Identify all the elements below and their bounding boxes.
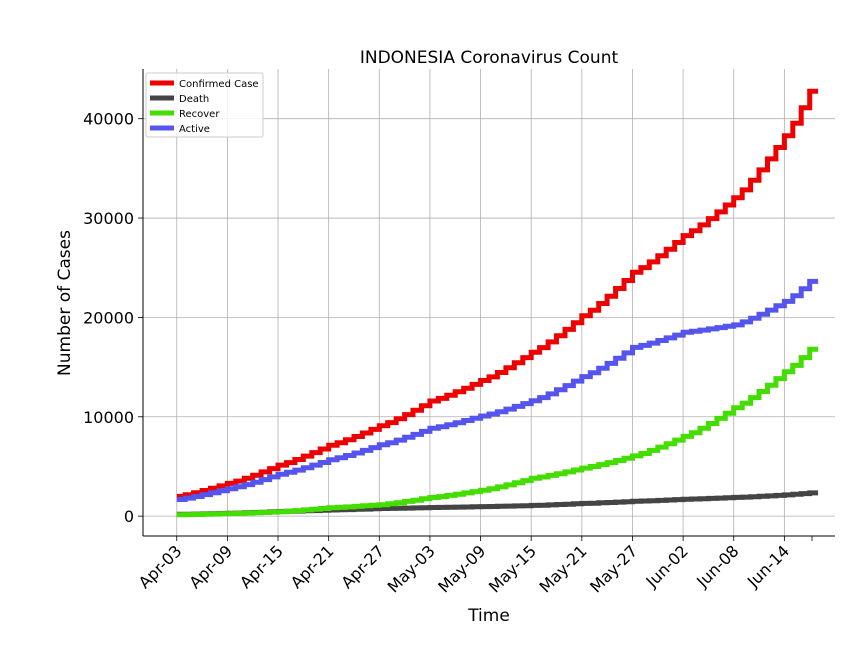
legend: Confirmed Case Death Recover Active [145,72,264,138]
x-tick-label: Jun-02 [642,541,692,591]
tick-labels: Apr-03 Apr-09 Apr-15 Apr-21 Apr-27May-03May-… [83,110,793,597]
y-axis-label: Number of Cases [55,230,75,376]
x-tick-label: Apr-15 [236,541,287,592]
series-line-confirmed-case [176,88,819,499]
y-tick-label: 40000 [83,110,134,129]
series-lines [176,88,819,518]
x-tick-label: Apr-27 [337,541,388,592]
y-tick-label: 10000 [83,408,134,427]
legend-label: Death [179,94,209,105]
x-tick-label: Apr-09 [185,541,236,592]
x-tick-label: Jun-14 [743,541,793,591]
x-tick-label: May-27 [586,541,641,596]
x-tick-label: May-09 [434,541,489,596]
legend-label: Active [179,124,210,135]
y-tick-label: 20000 [83,308,134,327]
x-tick-label: Apr-21 [287,541,338,592]
series-line-recover [176,346,819,518]
x-axis-label: Time [467,606,510,626]
y-tick-label: 30000 [83,209,134,228]
x-tick-label: May-15 [485,541,540,596]
grid [143,69,835,536]
x-tick-label: Apr-03 [135,541,186,592]
legend-label: Confirmed Case [179,79,259,90]
x-tick-label: May-21 [536,541,591,596]
chart-title: INDONESIA Coronavirus Count [360,48,619,68]
x-tick-label: Jun-08 [692,541,742,591]
legend-frame [145,72,264,138]
axes [138,69,835,541]
series-line-active [176,278,819,502]
x-tick-label: May-03 [384,541,439,596]
y-tick-label: 0 [124,507,134,526]
legend-label: Recover [179,109,220,120]
